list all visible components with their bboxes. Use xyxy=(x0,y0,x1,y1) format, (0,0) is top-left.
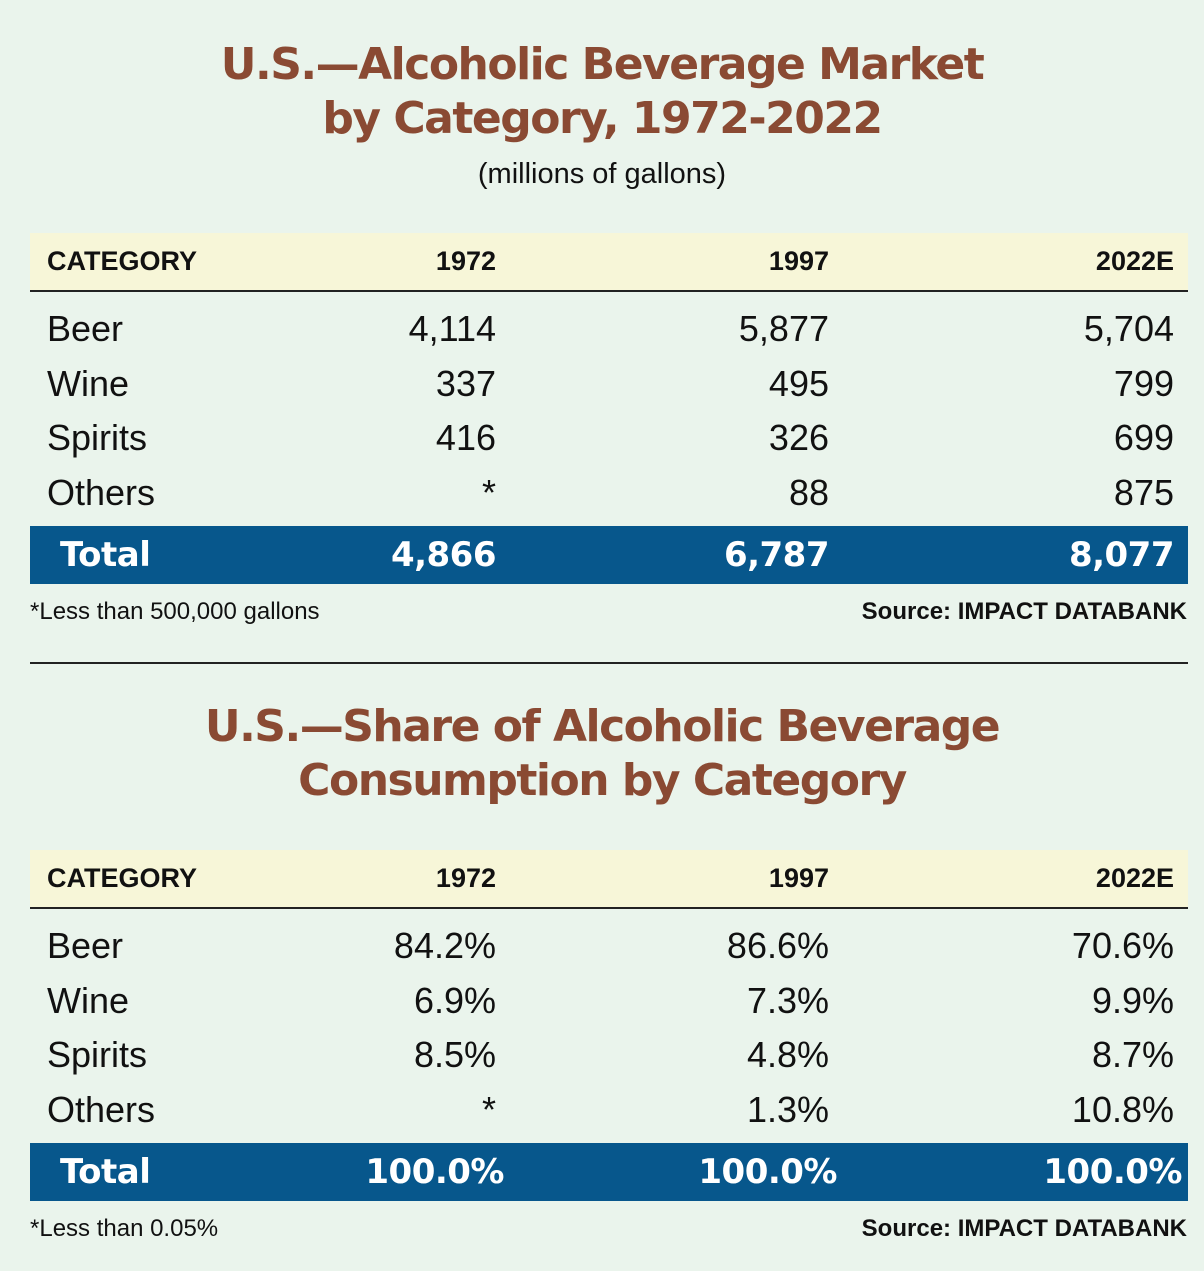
table-cell: 88 xyxy=(788,471,829,513)
column-header: 1997 xyxy=(510,233,843,292)
table-cell: 70.6% xyxy=(1071,925,1174,967)
table1-source: Source: IMPACT DATABANK xyxy=(861,598,1187,625)
table-row: Spirits 8.5% 4.8% 8.7% xyxy=(30,1028,1188,1083)
column-header: 2022E xyxy=(843,850,1188,909)
column-header: CATEGORY xyxy=(30,850,280,909)
table1-total-row: Total 4,866 6,787 8,077 xyxy=(30,526,1188,584)
table-cell: 8.7% xyxy=(1091,1034,1174,1076)
total-cell: 100.0% xyxy=(510,1143,843,1201)
row-label: Beer xyxy=(47,308,124,350)
table-cell: 416 xyxy=(435,417,496,459)
row-label: Wine xyxy=(47,979,130,1021)
table-cell: * xyxy=(481,471,496,513)
table-cell: 1.3% xyxy=(746,1088,829,1130)
row-label: Others xyxy=(47,471,156,513)
table2-title: U.S.—Share of Alcoholic Beverage Consump… xyxy=(0,700,1204,808)
table2-header-row: CATEGORY 1972 1997 2022E xyxy=(30,850,1188,909)
table1-title: U.S.—Alcoholic Beverage Market by Catego… xyxy=(0,38,1204,146)
section-divider xyxy=(30,662,1188,664)
table-cell: 86.6% xyxy=(726,925,829,967)
table2: CATEGORY 1972 1997 2022E Beer 84.2% 86.6% 70.6… xyxy=(30,850,1188,1201)
column-header: 1972 xyxy=(280,850,510,909)
table-cell: 495 xyxy=(768,362,829,404)
table-cell: 5,704 xyxy=(1083,308,1174,350)
table-cell: * xyxy=(481,1088,496,1130)
column-header: CATEGORY xyxy=(30,233,280,292)
table1-title-line1: U.S.—Alcoholic Beverage Market xyxy=(220,39,985,90)
table2-body: Beer 84.2% 86.6% 70.6% Wine 6.9% 7.3% 9.9% Spiri… xyxy=(30,908,1188,1143)
table2-footnote: *Less than 0.05% xyxy=(30,1215,219,1242)
table-cell: 7.3% xyxy=(746,979,829,1021)
column-header: 1997 xyxy=(510,850,843,909)
row-label: Beer xyxy=(47,925,124,967)
table-cell: 326 xyxy=(768,417,829,459)
table-row: Spirits 416 326 699 xyxy=(30,411,1188,466)
table-cell: 8.5% xyxy=(413,1034,496,1076)
table2-title-line2: Consumption by Category xyxy=(298,755,907,806)
table-cell: 337 xyxy=(435,362,496,404)
table1: CATEGORY 1972 1997 2022E Beer 4,114 5,877 5,70… xyxy=(30,233,1188,584)
table-cell: 4,114 xyxy=(408,308,496,350)
column-header: 2022E xyxy=(843,233,1188,292)
table-cell: 84.2% xyxy=(393,925,496,967)
table-cell: 5,877 xyxy=(738,308,829,350)
table-row: Others * 1.3% 10.8% xyxy=(30,1083,1188,1144)
total-cell: 100.0% xyxy=(843,1143,1188,1201)
table-cell: 9.9% xyxy=(1091,979,1174,1021)
table1-body: Beer 4,114 5,877 5,704 Wine 337 495 799 Spirits 4… xyxy=(30,291,1188,526)
table2-total-row: Total 100.0% 100.0% 100.0% xyxy=(30,1143,1188,1201)
row-label: Wine xyxy=(47,362,130,404)
total-cell: 100.0% xyxy=(280,1143,510,1201)
table-row: Others * 88 875 xyxy=(30,466,1188,527)
table1-footnote: *Less than 500,000 gallons xyxy=(30,598,320,625)
table1-title-line2: by Category, 1972-2022 xyxy=(322,93,883,144)
column-header: 1972 xyxy=(280,233,510,292)
total-label: Total xyxy=(30,1143,280,1201)
table-cell: 875 xyxy=(1113,471,1174,513)
table-row: Beer 84.2% 86.6% 70.6% xyxy=(30,908,1188,974)
table2-title-line1: U.S.—Share of Alcoholic Beverage xyxy=(204,701,1001,752)
table1-subtitle: (millions of gallons) xyxy=(477,158,727,190)
row-label: Spirits xyxy=(47,1034,148,1076)
table-row: Wine 337 495 799 xyxy=(30,357,1188,412)
table-cell: 4.8% xyxy=(746,1034,829,1076)
total-label: Total xyxy=(30,526,280,584)
table-cell: 10.8% xyxy=(1071,1088,1174,1130)
table-row: Beer 4,114 5,877 5,704 xyxy=(30,291,1188,357)
row-label: Others xyxy=(47,1088,156,1130)
total-cell: 4,866 xyxy=(280,526,510,584)
table-row: Wine 6.9% 7.3% 9.9% xyxy=(30,974,1188,1029)
table-cell: 6.9% xyxy=(413,979,496,1021)
table-cell: 699 xyxy=(1113,417,1174,459)
table1-header-row: CATEGORY 1972 1997 2022E xyxy=(30,233,1188,292)
total-cell: 6,787 xyxy=(510,526,843,584)
row-label: Spirits xyxy=(47,417,148,459)
total-cell: 8,077 xyxy=(843,526,1188,584)
table-cell: 799 xyxy=(1113,362,1174,404)
table2-source: Source: IMPACT DATABANK xyxy=(861,1215,1187,1242)
